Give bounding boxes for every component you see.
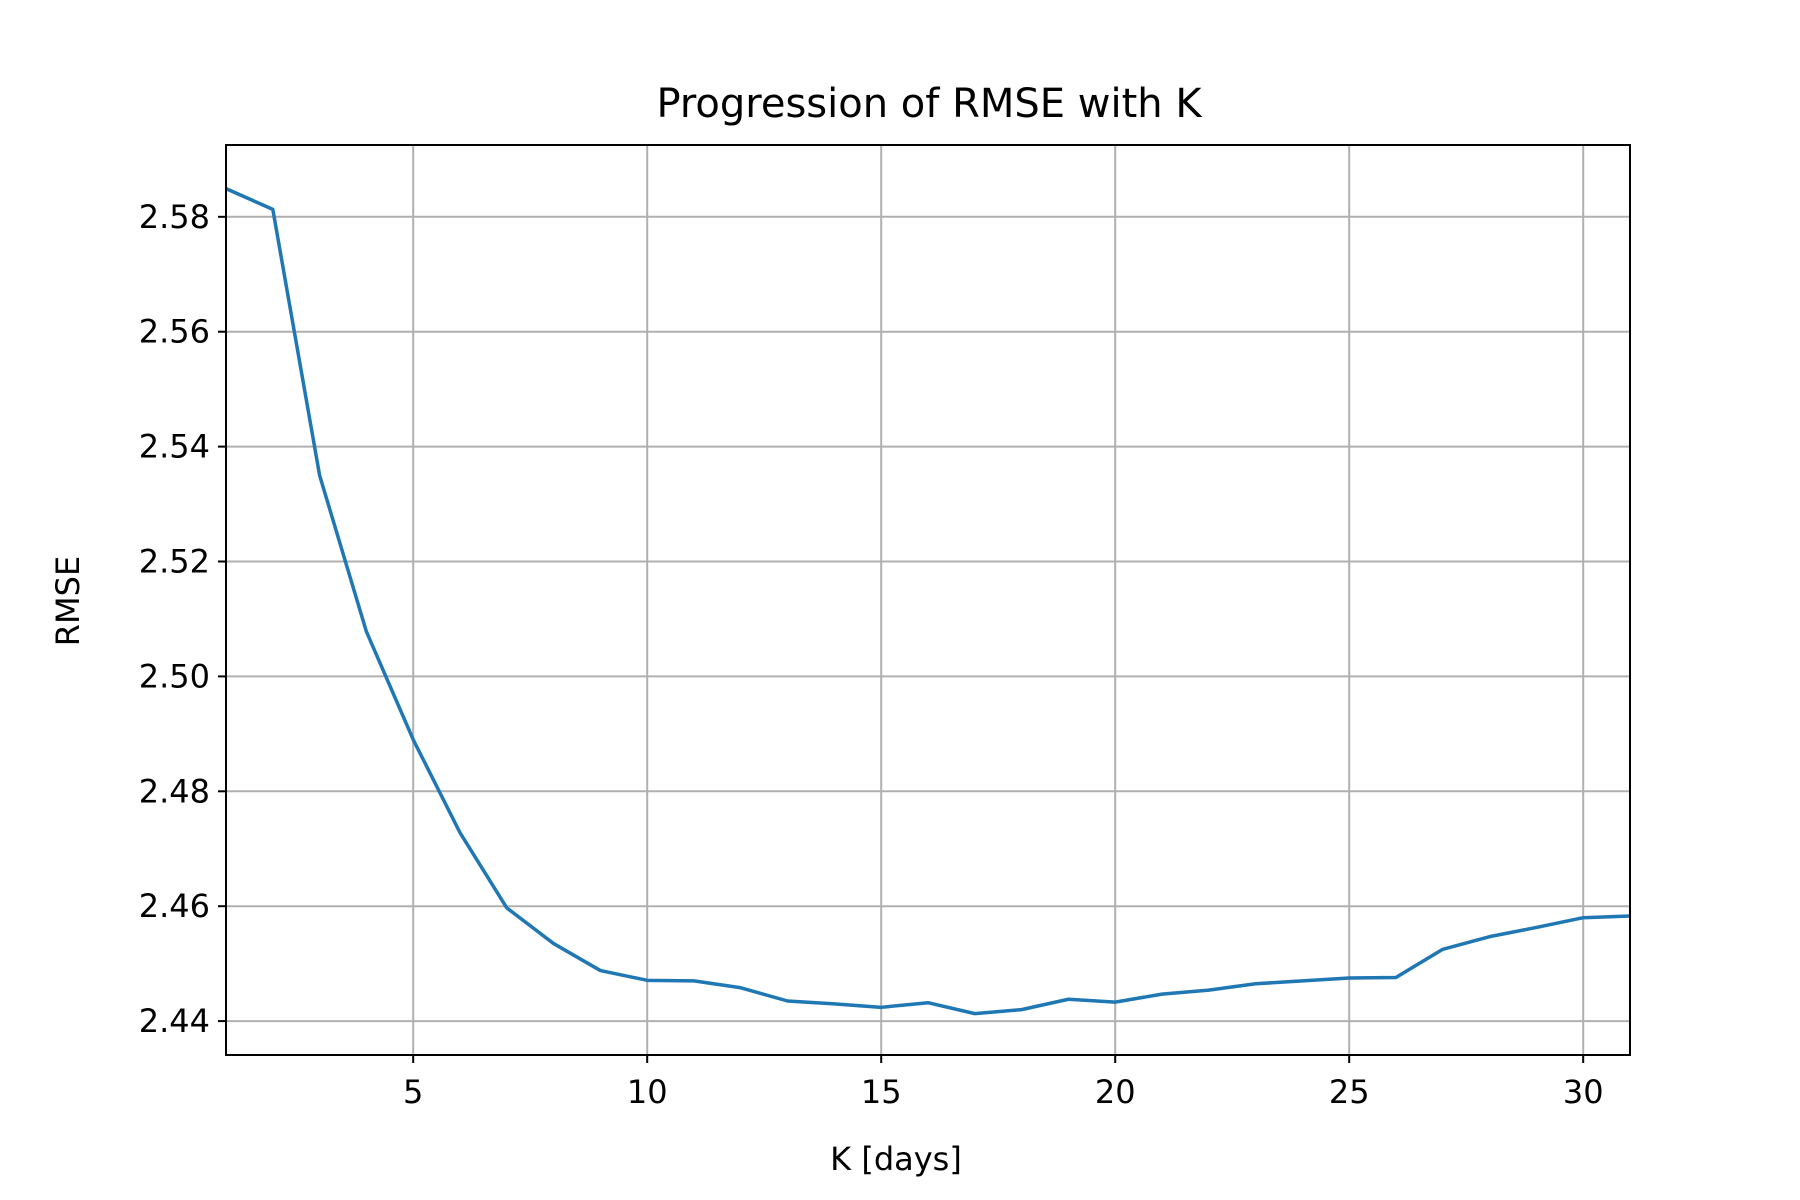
y-tick-label: 2.48 xyxy=(139,772,210,810)
x-tick-label: 15 xyxy=(861,1073,902,1111)
x-tick-label: 5 xyxy=(403,1073,423,1111)
y-axis: 2.44 2.46 2.48 2.50 2.52 2.54 2.56 2.58 xyxy=(139,198,226,1040)
y-tick-label: 2.50 xyxy=(139,657,210,695)
y-axis-label: RMSE xyxy=(49,556,87,646)
y-tick-label: 2.44 xyxy=(139,1002,210,1040)
y-tick-label: 2.58 xyxy=(139,198,210,236)
x-tick-label: 10 xyxy=(627,1073,668,1111)
rmse-series-line xyxy=(225,187,1631,1016)
x-tick-label: 25 xyxy=(1329,1073,1370,1111)
x-tick-label: 30 xyxy=(1563,1073,1604,1111)
y-tick-label: 2.46 xyxy=(139,887,210,925)
y-tick-label: 2.52 xyxy=(139,543,210,581)
x-tick-label: 20 xyxy=(1095,1073,1136,1111)
plot-area xyxy=(225,187,1631,1016)
grid-lines xyxy=(226,145,1630,1055)
axes-frame xyxy=(225,144,1631,1056)
x-axis: 5 10 15 20 25 30 xyxy=(403,1055,1604,1111)
y-tick-label: 2.54 xyxy=(139,428,210,466)
chart-title: Progression of RMSE with K xyxy=(656,81,1203,127)
x-axis-label: K [days] xyxy=(830,1140,962,1178)
y-tick-label: 2.56 xyxy=(139,313,210,351)
